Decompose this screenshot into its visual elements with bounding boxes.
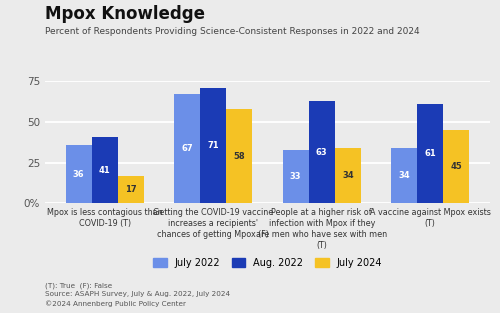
Text: Mpox Knowledge: Mpox Knowledge (45, 5, 205, 23)
Bar (66, 145, 92, 203)
Bar (308, 101, 335, 203)
Text: 41: 41 (99, 166, 110, 175)
Text: Percent of Respondents Providing Science-Consistent Responses in 2022 and 2024: Percent of Respondents Providing Science… (45, 27, 420, 36)
Bar (418, 104, 444, 203)
Bar (391, 148, 417, 203)
Text: 34: 34 (398, 171, 410, 180)
Text: 45: 45 (450, 162, 462, 171)
Bar (444, 130, 469, 203)
Bar (335, 148, 361, 203)
Bar (282, 150, 308, 203)
Text: 33: 33 (290, 172, 302, 181)
Text: (T): True  (F): False
Source: ASAPH Survey, July & Aug. 2022, July 2024
©2024 An: (T): True (F): False Source: ASAPH Surve… (45, 282, 230, 307)
Legend: July 2022, Aug. 2022, July 2024: July 2022, Aug. 2022, July 2024 (150, 254, 386, 272)
Bar (118, 176, 144, 203)
Text: 63: 63 (316, 148, 328, 157)
Bar (174, 95, 200, 203)
Bar (92, 137, 118, 203)
Text: 71: 71 (208, 141, 219, 150)
Bar (200, 88, 226, 203)
Text: 36: 36 (73, 170, 85, 179)
Text: 17: 17 (125, 185, 136, 194)
Text: 34: 34 (342, 171, 353, 180)
Text: 61: 61 (424, 149, 436, 158)
Text: 58: 58 (234, 152, 245, 161)
Text: 67: 67 (182, 144, 193, 153)
Bar (226, 109, 252, 203)
